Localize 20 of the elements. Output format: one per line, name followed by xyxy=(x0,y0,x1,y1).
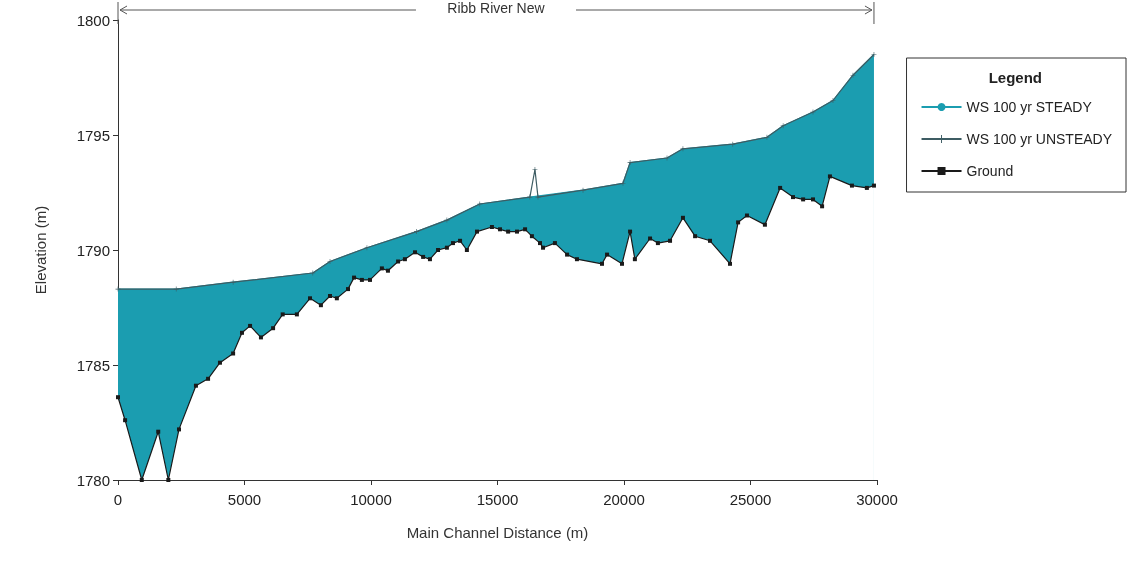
y-axis-title: Elevation (m) xyxy=(32,205,49,295)
y-tick-label: 1790 xyxy=(76,241,110,259)
text: Ribb River New xyxy=(415,0,576,16)
x-tick-label: 30000 xyxy=(856,491,898,508)
x-tick-label: 20000 xyxy=(603,491,645,508)
y-tick-label: 1795 xyxy=(76,126,110,144)
y-tick-label: 1800 xyxy=(76,11,110,29)
x-tick-label: 5000 xyxy=(227,491,262,508)
legend-label: WS 100 yr STEADY xyxy=(966,99,1093,115)
legend-label: WS 100 yr UNSTEADY xyxy=(966,131,1113,147)
y-tick-label: 1780 xyxy=(76,471,110,489)
x-axis-title: Main Channel Distance (m) xyxy=(406,524,589,541)
legend-label: Ground xyxy=(966,163,1014,179)
y-tick-label: 1785 xyxy=(76,356,110,374)
x-tick-label: 10000 xyxy=(350,491,392,508)
x-tick-label: 25000 xyxy=(729,491,772,508)
point xyxy=(414,229,420,235)
legend-title: Legend xyxy=(988,69,1043,86)
x-tick-label: 0 xyxy=(113,491,123,508)
x-tick-label: 15000 xyxy=(476,491,519,508)
